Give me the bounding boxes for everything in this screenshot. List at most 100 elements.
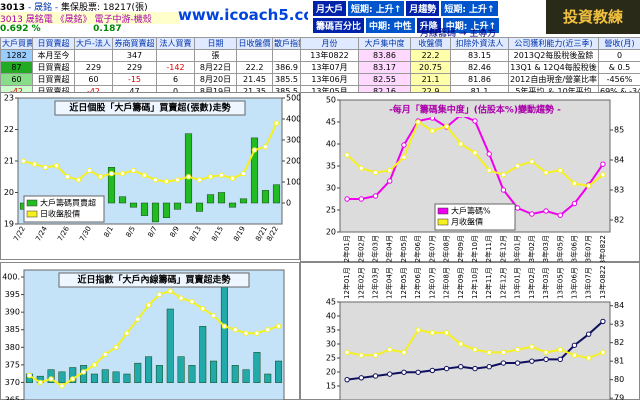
bar <box>129 202 138 208</box>
column-header: 收盤價 <box>410 37 451 50</box>
marker <box>53 163 60 169</box>
marker <box>344 376 350 383</box>
column-header: 散戶指數 <box>272 37 300 50</box>
marker <box>500 349 507 356</box>
tick-label: 84 <box>614 156 624 165</box>
tick-label: 19 <box>4 220 14 229</box>
table-cell: 13年07月 <box>300 61 359 74</box>
marker <box>254 330 260 336</box>
tick-label: 375 <box>5 360 20 369</box>
column-header: 大戶集中度 <box>358 37 411 50</box>
x-tick-label: 12年08月 <box>442 267 451 299</box>
table-cell <box>272 49 300 62</box>
table-row: 13年0822 83.86 22.2 83.15 2013Q2每股稅後盈餘 0 <box>300 49 640 62</box>
x-tick-label: 13年05月 <box>555 267 564 299</box>
x-tick-label: 12年11月 <box>484 235 493 267</box>
table-cell: 22.2 <box>410 49 451 62</box>
marker <box>415 327 421 333</box>
table-cell: 13年0822 <box>300 49 359 62</box>
marker <box>91 362 98 368</box>
marker <box>401 154 407 160</box>
marker <box>401 349 407 356</box>
tick-label: 35 <box>326 326 336 335</box>
marker <box>265 327 271 333</box>
table-cell: 82.55 <box>358 73 411 86</box>
marker <box>472 365 478 372</box>
marker <box>152 177 159 183</box>
x-tick-label: 13年0822 <box>598 265 607 299</box>
tick-label: 20 <box>4 188 14 197</box>
table-cell: 8月22日 <box>194 61 237 74</box>
x-tick-label: 12年07月 <box>427 267 436 299</box>
bar <box>166 308 174 383</box>
marker <box>514 163 521 169</box>
legend <box>434 203 516 231</box>
marker <box>387 178 393 184</box>
column-header: 公司獲利能力(近三季) <box>508 37 599 50</box>
marker <box>458 341 464 347</box>
marker <box>571 200 578 207</box>
marker <box>529 158 535 165</box>
column-header: 日買賣超 <box>32 37 75 50</box>
signal-row: 籌碼百分比 中期: 中性 升降 中期: 上升↑ <box>312 17 544 34</box>
tick-label: 30 <box>326 340 336 349</box>
bar <box>264 373 272 383</box>
tick-label: 25 <box>326 354 336 363</box>
bar <box>118 196 127 204</box>
marker <box>207 174 214 180</box>
marker <box>344 196 350 202</box>
marker <box>167 288 173 294</box>
table-cell: 229 <box>74 61 113 74</box>
marker <box>210 312 217 319</box>
marker <box>372 352 379 358</box>
marker <box>64 174 71 180</box>
marker <box>189 298 195 305</box>
marker <box>585 355 592 361</box>
x-tick-label: 12年01月 <box>342 267 351 299</box>
table-cell: -456% <box>598 73 640 86</box>
chart-title: 近日個股「大戶籌碼」買賣超(張數)走勢 <box>69 102 230 114</box>
x-tick-label: 12年12月 <box>498 235 507 267</box>
marker <box>500 172 507 178</box>
marker <box>387 346 393 353</box>
tick-label: 370 <box>5 378 20 387</box>
marker <box>443 330 450 336</box>
column-header: 大戶-法人 <box>74 37 113 50</box>
marker <box>529 358 535 364</box>
bar <box>151 202 160 223</box>
marker <box>70 376 76 382</box>
site[interactable]: www.icoach5.com <box>178 6 308 24</box>
pct2: 0.187 <box>93 24 122 34</box>
x-tick-label: 13年01月 <box>513 235 522 267</box>
tick-label: 21 <box>4 157 14 166</box>
bar <box>101 369 109 383</box>
marker <box>387 371 393 377</box>
marker <box>372 169 379 176</box>
marker <box>196 177 203 183</box>
monthly-label: 月線籌碼 → 主導方 <box>420 29 497 38</box>
info-row: 3013 晟銘電 《晟銘》 電子中游-機殼 <box>0 12 180 24</box>
tick-label: 83 <box>614 320 624 329</box>
marker <box>358 375 365 381</box>
bar <box>123 373 131 383</box>
bar <box>253 352 261 383</box>
x-tick-label: 12年10月 <box>470 267 479 299</box>
marker <box>200 305 206 312</box>
bar <box>173 202 182 210</box>
marker <box>472 150 478 156</box>
bar <box>188 365 196 383</box>
marker <box>42 164 49 171</box>
marker <box>273 120 280 126</box>
pct-row: 0.692 % 0.187 <box>0 24 180 36</box>
table-cell: -142 <box>156 61 195 74</box>
marker <box>262 144 269 150</box>
industry: 電子中游-機殼 <box>94 15 152 24</box>
marker <box>585 183 592 189</box>
signals: 月大戶 短期: 上升↑ 月趨勢 短期: 上升↑ 籌碼百分比 中期: 中性 升降 中期: 上升↑ <box>312 0 544 34</box>
bar <box>90 373 98 383</box>
marker <box>543 208 549 214</box>
marker <box>344 152 350 158</box>
